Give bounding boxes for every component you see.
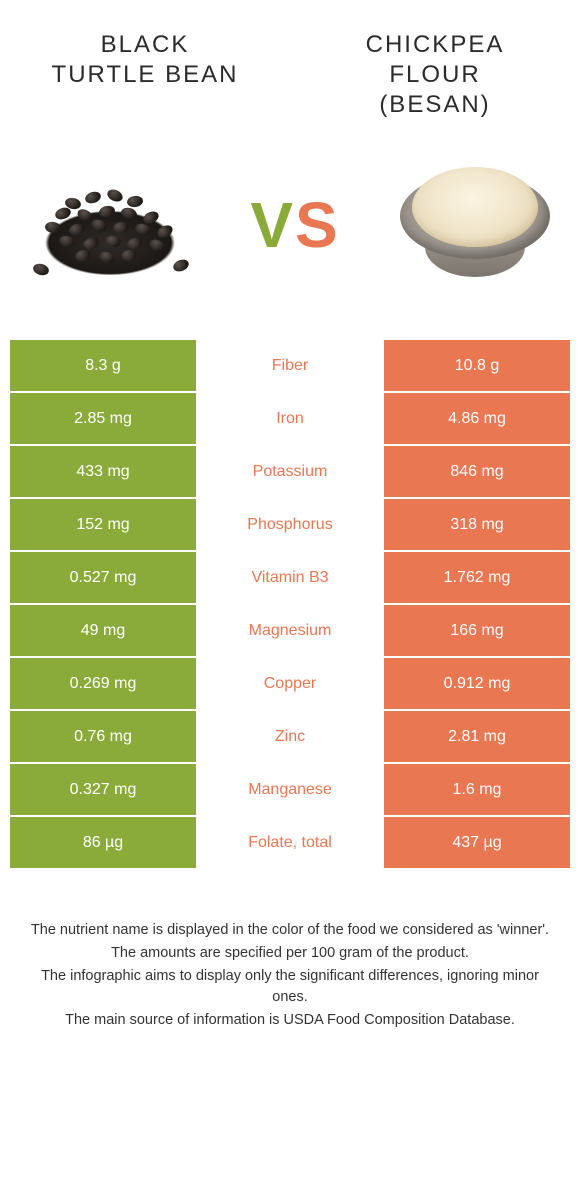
nutrient-label: Zinc <box>196 711 384 762</box>
image-row: VS <box>0 130 580 340</box>
table-row: 0.76 mgZinc2.81 mg <box>10 711 570 762</box>
right-value: 10.8 g <box>384 340 570 391</box>
right-value: 1.762 mg <box>384 552 570 603</box>
footnote-line: The nutrient name is displayed in the co… <box>30 920 550 941</box>
right-value: 1.6 mg <box>384 764 570 815</box>
vs-v: V <box>250 189 295 261</box>
footnote-line: The amounts are specified per 100 gram o… <box>30 943 550 964</box>
table-row: 49 mgMagnesium166 mg <box>10 605 570 656</box>
right-value: 4.86 mg <box>384 393 570 444</box>
black-beans-icon <box>20 150 200 300</box>
table-row: 0.327 mgManganese1.6 mg <box>10 764 570 815</box>
left-value: 433 mg <box>10 446 196 497</box>
nutrient-table: 8.3 gFiber10.8 g2.85 mgIron4.86 mg433 mg… <box>10 340 570 868</box>
left-value: 8.3 g <box>10 340 196 391</box>
title-text: BLACK <box>101 31 190 58</box>
table-row: 0.527 mgVitamin B31.762 mg <box>10 552 570 603</box>
vs-s: S <box>295 189 340 261</box>
right-value: 437 µg <box>384 817 570 868</box>
title-text: (BESAN) <box>379 91 490 118</box>
left-value: 0.76 mg <box>10 711 196 762</box>
table-row: 2.85 mgIron4.86 mg <box>10 393 570 444</box>
left-value: 0.327 mg <box>10 764 196 815</box>
right-value: 2.81 mg <box>384 711 570 762</box>
footnotes: The nutrient name is displayed in the co… <box>0 870 580 1031</box>
nutrient-label: Phosphorus <box>196 499 384 550</box>
title-text: TURTLE BEAN <box>52 61 239 88</box>
table-row: 8.3 gFiber10.8 g <box>10 340 570 391</box>
left-value: 2.85 mg <box>10 393 196 444</box>
right-value: 166 mg <box>384 605 570 656</box>
left-value: 152 mg <box>10 499 196 550</box>
nutrient-label: Manganese <box>196 764 384 815</box>
left-value: 0.269 mg <box>10 658 196 709</box>
nutrient-label: Vitamin B3 <box>196 552 384 603</box>
nutrient-label: Copper <box>196 658 384 709</box>
right-value: 0.912 mg <box>384 658 570 709</box>
left-food-title: BLACK TURTLE BEAN <box>40 30 250 120</box>
right-value: 846 mg <box>384 446 570 497</box>
nutrient-label: Iron <box>196 393 384 444</box>
header: BLACK TURTLE BEAN CHICKPEA FLOUR (BESAN) <box>0 0 580 130</box>
title-text: CHICKPEA <box>366 31 505 58</box>
vs-label: VS <box>250 188 339 262</box>
nutrient-label: Folate, total <box>196 817 384 868</box>
table-row: 86 µgFolate, total437 µg <box>10 817 570 868</box>
table-row: 0.269 mgCopper0.912 mg <box>10 658 570 709</box>
right-food-title: CHICKPEA FLOUR (BESAN) <box>330 30 540 120</box>
right-value: 318 mg <box>384 499 570 550</box>
footnote-line: The main source of information is USDA F… <box>30 1010 550 1031</box>
footnote-line: The infographic aims to display only the… <box>30 966 550 1008</box>
title-text: FLOUR <box>389 61 480 88</box>
left-value: 0.527 mg <box>10 552 196 603</box>
left-value: 86 µg <box>10 817 196 868</box>
table-row: 433 mgPotassium846 mg <box>10 446 570 497</box>
left-value: 49 mg <box>10 605 196 656</box>
flour-bowl-icon <box>390 155 560 295</box>
nutrient-label: Magnesium <box>196 605 384 656</box>
nutrient-label: Fiber <box>196 340 384 391</box>
nutrient-label: Potassium <box>196 446 384 497</box>
table-row: 152 mgPhosphorus318 mg <box>10 499 570 550</box>
